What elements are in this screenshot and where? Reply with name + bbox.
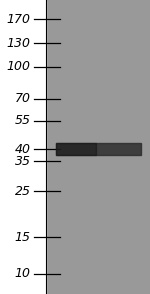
- Text: 25: 25: [15, 185, 31, 198]
- Text: 55: 55: [15, 114, 31, 127]
- Bar: [46, 0, 150, 294]
- Text: 10: 10: [15, 268, 31, 280]
- Text: 100: 100: [7, 60, 31, 73]
- Text: 130: 130: [7, 37, 31, 50]
- Text: 40: 40: [15, 143, 31, 156]
- Text: 35: 35: [15, 155, 31, 168]
- Bar: [56, 143, 141, 155]
- Bar: [1, 0, 46, 294]
- Bar: [56, 143, 96, 155]
- Text: 70: 70: [15, 92, 31, 105]
- Text: 170: 170: [7, 13, 31, 26]
- Text: 15: 15: [15, 231, 31, 244]
